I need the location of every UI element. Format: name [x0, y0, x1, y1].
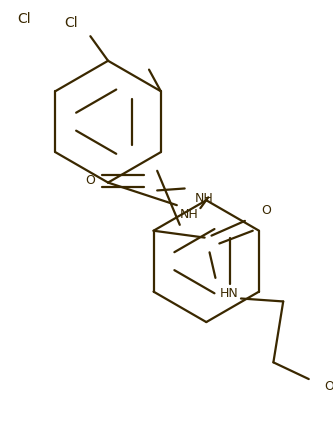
Text: O: O — [262, 203, 271, 217]
Text: NH: NH — [180, 209, 199, 221]
Text: Cl: Cl — [64, 16, 78, 31]
Text: Cl: Cl — [18, 12, 31, 25]
Text: HN: HN — [220, 287, 238, 300]
Text: O: O — [86, 174, 95, 187]
Text: O: O — [324, 381, 333, 393]
Text: NH: NH — [195, 192, 214, 205]
